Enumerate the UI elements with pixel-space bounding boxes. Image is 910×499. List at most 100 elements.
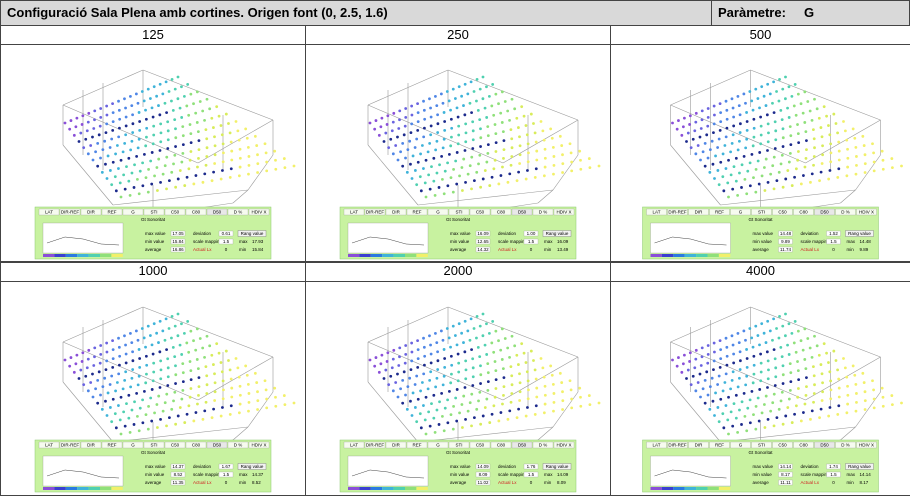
seat-dot	[501, 402, 504, 406]
tab-label: D50	[518, 443, 527, 448]
seat-dot	[468, 164, 472, 168]
seat-dot	[382, 377, 386, 380]
seat-dot	[195, 121, 199, 124]
seat-dot	[843, 366, 847, 370]
seat-dot	[796, 123, 799, 126]
seat-dot	[836, 413, 840, 416]
seat-dot	[510, 146, 514, 150]
seat-dot	[84, 137, 88, 141]
seat-dot	[443, 357, 447, 360]
tab-label: HDIV X	[556, 443, 571, 448]
seat-dot	[688, 351, 692, 355]
seat-dot	[196, 165, 199, 169]
seat-dot	[579, 404, 583, 408]
seat-dot	[93, 118, 96, 122]
seat-dot	[176, 177, 180, 181]
seat-dot	[174, 185, 178, 189]
seat-dot	[549, 127, 553, 131]
tab	[772, 208, 793, 216]
seat-dot	[210, 116, 214, 120]
wireframe	[197, 119, 274, 164]
seat-dot	[100, 407, 104, 411]
stat-label: max value	[145, 464, 166, 469]
tab-label: HDIV X	[859, 443, 874, 448]
seat-dot	[237, 138, 241, 142]
seat-dot	[92, 127, 96, 130]
seat-dot	[731, 370, 735, 374]
range-button	[237, 230, 267, 237]
seat-dot	[105, 177, 109, 180]
seat-dot	[766, 82, 770, 86]
seat-dot	[802, 411, 805, 414]
seat-dot	[409, 162, 412, 166]
stat-value: 14.09	[477, 464, 489, 469]
seat-dot	[455, 419, 459, 423]
seat-dot	[503, 100, 507, 103]
seat-dot	[724, 167, 728, 170]
seat-dot	[788, 388, 792, 392]
seat-dot	[165, 155, 169, 159]
seat-dot	[234, 120, 238, 123]
room-model	[670, 69, 903, 216]
seat-dot	[499, 174, 503, 177]
seat-dot	[787, 397, 791, 401]
seat-dot	[449, 354, 453, 358]
seat-dot	[153, 411, 156, 415]
stat-box	[218, 238, 234, 245]
color-scale	[696, 254, 708, 257]
seat-dot	[174, 373, 178, 377]
seat-dot	[450, 372, 453, 376]
seat-dot	[215, 105, 219, 109]
seat-dot	[228, 131, 232, 135]
seat-dot	[117, 135, 121, 139]
seat-dot	[502, 148, 506, 151]
seat-dot	[119, 395, 123, 399]
seat-dot	[188, 360, 192, 363]
seat-dot	[450, 126, 454, 130]
tab-label: STI	[150, 443, 157, 448]
seat-dot	[391, 152, 395, 156]
seat-dot	[172, 162, 175, 166]
range-button-label: Rang value	[848, 231, 871, 236]
tab-label: STI	[150, 210, 157, 215]
seat-dot	[133, 400, 136, 404]
seat-dot	[185, 104, 189, 108]
seat-dot	[166, 357, 170, 361]
seat-dot	[93, 346, 97, 350]
seat-dot	[186, 320, 190, 323]
seat-dot	[854, 383, 858, 386]
seat-dot	[900, 401, 903, 405]
seat-dot	[221, 379, 225, 383]
seat-dot	[541, 129, 545, 133]
seat-dot	[502, 139, 506, 143]
seat-dot	[745, 357, 749, 360]
seat-dot	[451, 87, 455, 91]
seat-dot	[712, 104, 716, 108]
wireframe	[805, 119, 881, 164]
seat-dot	[845, 375, 849, 379]
seat-dot	[842, 357, 845, 360]
seat-dot	[781, 324, 785, 328]
seat-dot	[391, 357, 395, 361]
seat-dot	[111, 128, 115, 132]
seat-dot	[781, 364, 785, 368]
wireframe	[232, 426, 249, 441]
seat-dot	[142, 336, 146, 340]
seat-dot	[117, 336, 120, 340]
tab-label: STI	[758, 210, 765, 215]
seat-dot	[458, 174, 461, 178]
seat-dot	[788, 125, 792, 129]
seat-dot	[141, 421, 145, 425]
seat-dot	[464, 377, 468, 381]
range-max-value: 16.09	[557, 239, 569, 244]
seat-dot	[762, 403, 766, 406]
seat-dot	[723, 144, 727, 147]
stat-label: max value	[753, 231, 774, 236]
seat-dot	[84, 374, 88, 378]
seat-dot	[492, 113, 496, 117]
seat-dot	[91, 395, 95, 399]
seat-dot	[808, 346, 812, 350]
seat-dot	[158, 386, 162, 389]
seat-dot	[834, 359, 838, 362]
seat-dot	[724, 99, 728, 103]
